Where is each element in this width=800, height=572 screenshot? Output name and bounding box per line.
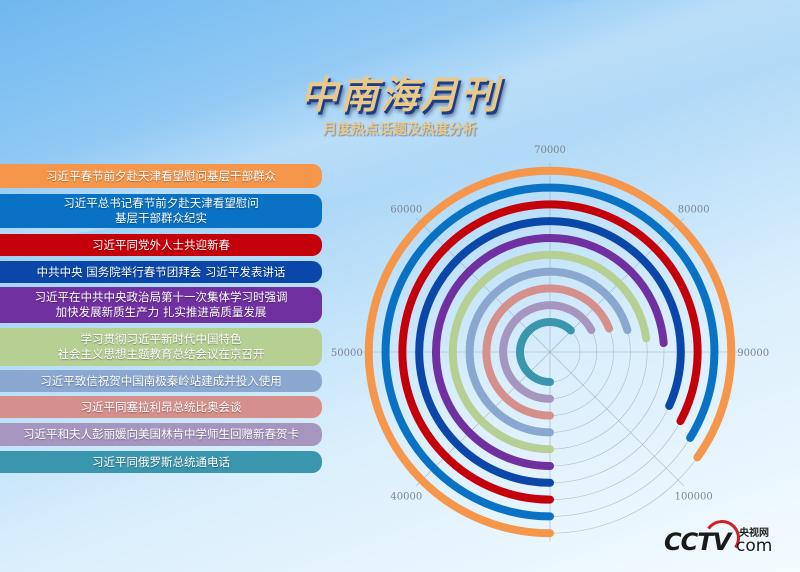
radial-bar [516,318,575,386]
legend-label: 中共中央 国务院举行春节团拜会 习近平发表讲话 [0,261,322,283]
radial-bar [398,200,702,504]
legend-label: 习近平致信祝贺中国南极秦岭站建成并投入使用 [0,370,322,392]
angular-tick-label: 90000 [737,348,769,359]
radial-bar [482,284,614,420]
legend-label: 学习贯彻习近平新时代中国特色 社会主义思想主题教育总结会议在京召开 [0,328,322,366]
page-subtitle: 月度热点话题及热度分析 [323,122,477,138]
legend-label: 习近平同塞拉利昂总统比奥会谈 [0,396,322,418]
angular-tick-label: 80000 [678,204,710,215]
logo-cn: 央视网 [739,528,769,539]
grid-spoke [549,351,684,486]
logo-cctv: CCTV [664,528,731,556]
angular-tick-label: 100000 [675,492,713,503]
legend-label: 习近平总书记春节前夕赴天津看望慰问 基层干部群众纪实 [0,194,322,228]
angular-tick-label: 40000 [390,492,422,503]
radial-bar [448,250,651,454]
cctv-logo: CCTV 央视网 com [664,517,784,559]
radial-bar [432,234,668,470]
radial-bar [465,267,632,437]
legend-label: 习近平同俄罗斯总统通电话 [0,451,322,473]
radial-bar [364,166,736,538]
radial-bar [499,301,596,403]
angular-tick-label: 60000 [390,204,422,215]
page-title: 中南海月刊 [299,73,500,117]
legend-label: 习近平在中共中央政治局第十一次集体学习时强调 加快发展新质生产力 扎实推进高质量发… [0,287,322,323]
radial-bar [381,183,719,521]
angular-tick-label: 50000 [331,348,363,359]
legend-label: 习近平同党外人士共迎新春 [0,234,322,256]
angular-tick-label: 70000 [534,145,566,156]
radial-bar [415,217,685,487]
legend-label: 习近平和夫人彭丽媛向美国林肯中学师生回赠新春贺卡 [0,423,322,446]
legend-label: 习近平春节前夕赴天津看望慰问基层干部群众 [0,164,322,188]
logo-com: com [736,536,773,556]
